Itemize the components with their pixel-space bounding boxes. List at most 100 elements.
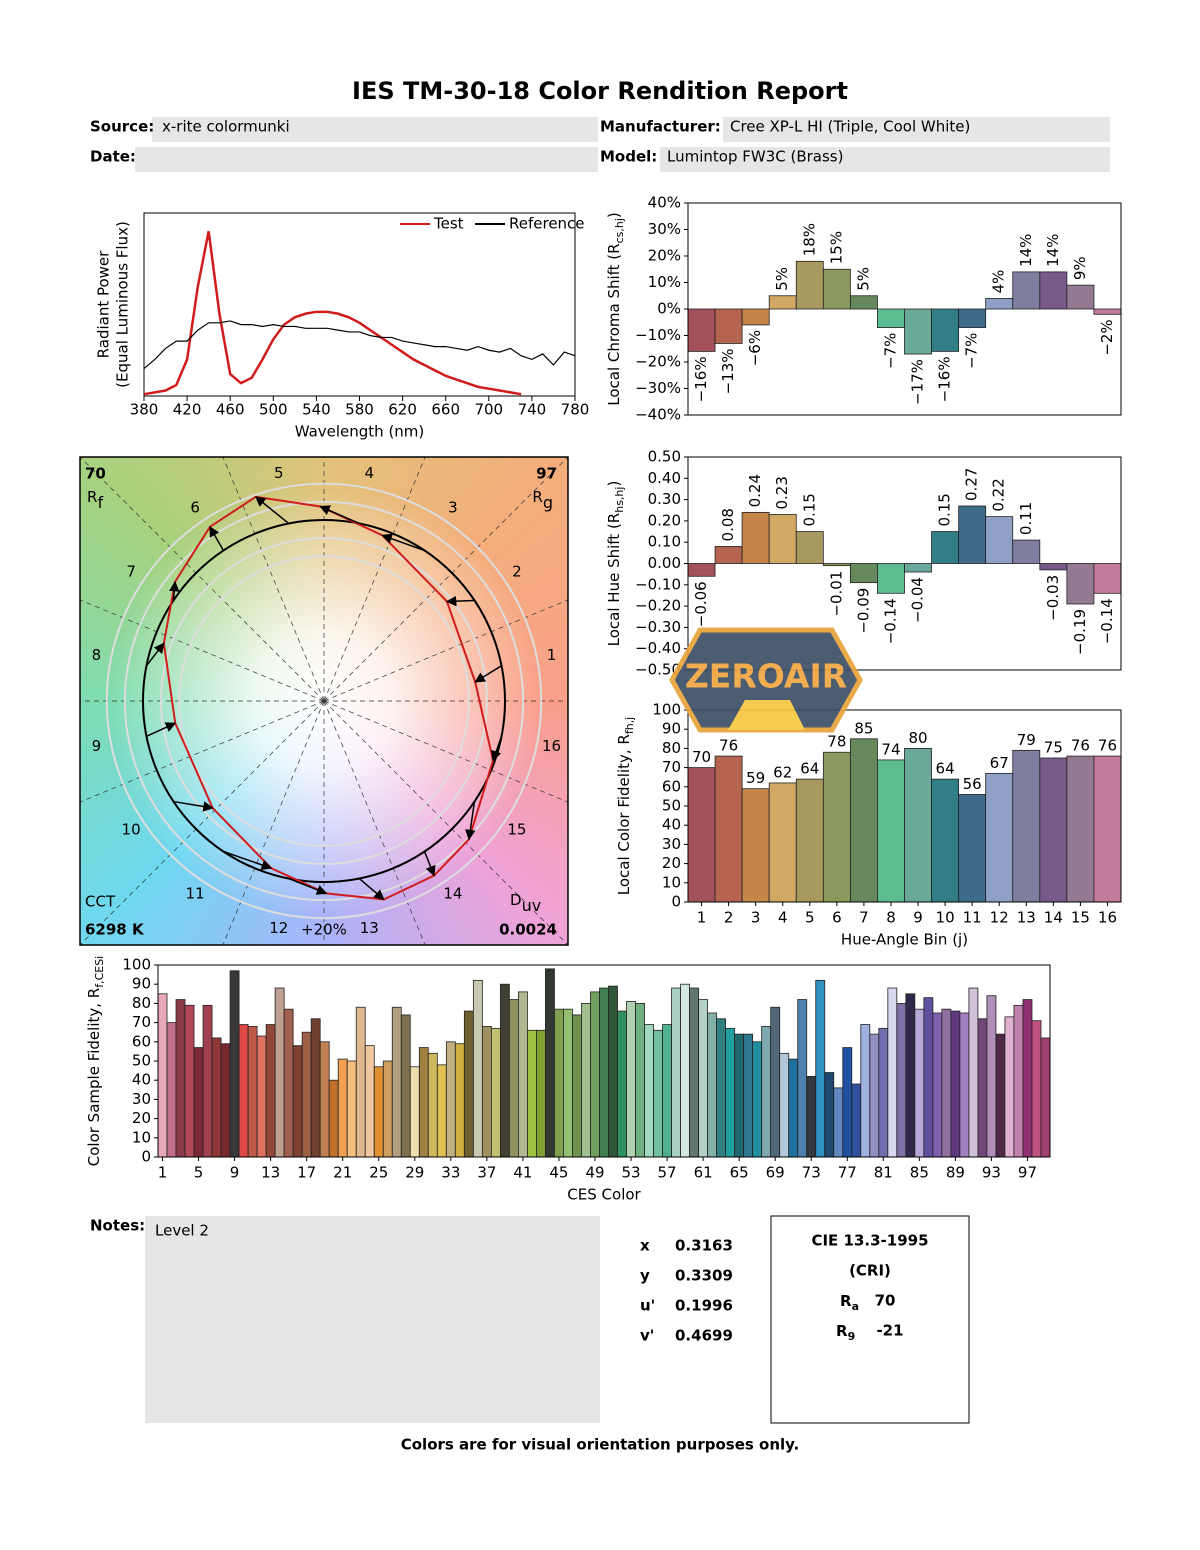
bin-label: 7 — [126, 563, 136, 581]
bar — [995, 1033, 1006, 1158]
bar — [797, 999, 808, 1158]
shift-arrow — [319, 505, 360, 525]
value-label: 0.24 — [746, 474, 764, 507]
bar — [617, 1010, 627, 1158]
bar — [741, 511, 770, 564]
y-tick-label: 100 — [652, 701, 681, 719]
shift-arrow — [254, 496, 290, 525]
x-tick-label: 4 — [778, 909, 788, 927]
bar — [822, 563, 851, 567]
bin-label: 11 — [186, 884, 205, 902]
x-tick-label: 500 — [259, 401, 288, 419]
cct-label: CCT — [85, 893, 116, 911]
field-box — [723, 117, 1110, 142]
value-label: −16% — [936, 356, 954, 402]
x-tick-label: 73 — [802, 1164, 821, 1182]
bar — [436, 1064, 447, 1158]
cri-ra-label: Ra — [840, 1292, 859, 1314]
bar — [166, 1022, 177, 1158]
coord-label: v' — [640, 1327, 654, 1345]
bar — [842, 1047, 853, 1158]
bin-label: 9 — [92, 737, 102, 755]
y-tick-label: −20% — [635, 353, 681, 371]
bin-label: 4 — [364, 464, 374, 482]
shift-arrow — [145, 642, 165, 667]
bar — [1039, 563, 1068, 571]
value-label: −7% — [881, 333, 899, 369]
circle-label: +20% — [301, 921, 347, 939]
bar — [714, 755, 743, 903]
x-tick-label: 61 — [694, 1164, 713, 1182]
y-axis-label: Radiant Power — [95, 250, 113, 359]
value-label: 75 — [1044, 739, 1063, 757]
y-tick-label: −0.40 — [635, 639, 681, 657]
bar — [1093, 755, 1122, 903]
y-tick-label: −0.10 — [635, 575, 681, 593]
value-label: 14% — [1017, 234, 1035, 267]
value-label: 4% — [990, 270, 1008, 294]
bar — [527, 1029, 537, 1158]
bar — [463, 1010, 474, 1158]
bar — [977, 1018, 988, 1158]
field-value: Cree XP-L HI (Triple, Cool White) — [730, 118, 970, 136]
y-tick-label: 0.30 — [648, 490, 681, 508]
cri-ra: 70 — [875, 1292, 896, 1310]
bar — [985, 516, 1014, 564]
y-axis-note: (Equal Luminous Flux) — [114, 221, 132, 388]
bar — [662, 1024, 672, 1158]
value-label: 0.15 — [936, 493, 954, 526]
bar — [581, 1003, 591, 1158]
bar — [283, 1008, 294, 1158]
y-tick-label: −0.50 — [635, 661, 681, 679]
bar — [256, 1035, 267, 1158]
field-box — [152, 117, 598, 142]
text-part: D — [510, 891, 522, 909]
x-tick-label: 12 — [990, 909, 1009, 927]
text-part: Local Hue Shift (R — [605, 513, 623, 647]
value-label: −16% — [692, 356, 710, 402]
legend-label: Test — [433, 215, 464, 233]
bin-label: 3 — [448, 499, 458, 517]
subscript: f — [97, 493, 103, 512]
cri-subtitle: (CRI) — [849, 1262, 891, 1280]
plot-frame — [687, 709, 1122, 903]
bin-label: 10 — [122, 820, 141, 838]
bar — [698, 999, 709, 1158]
y-tick-label: 60 — [662, 777, 681, 795]
y-tick-label: 40% — [648, 194, 681, 212]
bar — [382, 1060, 393, 1158]
cri-r9: -21 — [876, 1322, 903, 1340]
bar — [833, 1087, 844, 1158]
shift-arrow — [146, 722, 177, 737]
bar — [319, 1041, 330, 1158]
bar — [958, 505, 987, 564]
value-label: 0.11 — [1017, 502, 1035, 535]
y-tick-label: 80 — [132, 994, 151, 1012]
coord-value: 0.4699 — [675, 1327, 733, 1345]
x-tick-label: 420 — [173, 401, 202, 419]
y-tick-label: 80 — [662, 739, 681, 757]
bar — [427, 1052, 438, 1158]
vector-plot — [80, 457, 568, 945]
bar — [877, 308, 905, 328]
bar — [734, 1033, 745, 1158]
bar — [896, 1003, 907, 1158]
bin-label: 15 — [507, 820, 526, 838]
bar — [914, 1008, 925, 1158]
bar — [211, 1037, 222, 1158]
bar — [860, 1024, 871, 1158]
bin-divider — [80, 599, 325, 702]
bar — [923, 997, 934, 1158]
bar — [445, 1041, 456, 1158]
bar — [274, 987, 285, 1158]
vector-frame — [79, 456, 569, 946]
value-label: −7% — [963, 333, 981, 369]
y-axis-label: Local Chroma Shift (Rcs,hj) — [605, 212, 627, 406]
bar — [292, 1045, 303, 1158]
bin-label: 6 — [190, 499, 200, 517]
bar — [671, 987, 681, 1158]
bar — [1039, 271, 1068, 310]
bar — [932, 1012, 943, 1158]
subscript: g — [543, 493, 553, 512]
